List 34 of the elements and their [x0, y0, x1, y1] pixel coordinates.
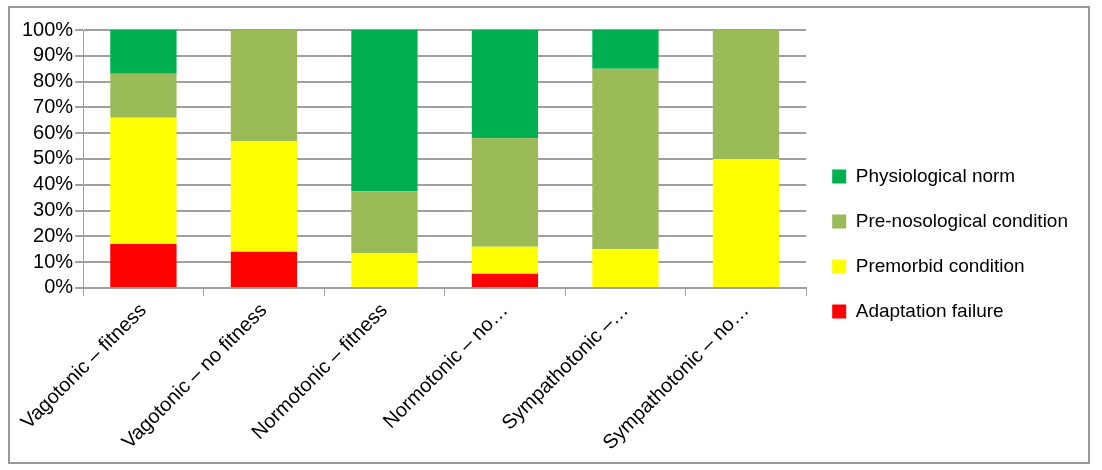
- y-tick-label: 90%: [33, 43, 74, 66]
- y-tick-label: 60%: [33, 120, 74, 143]
- legend-label: Adaptation failure: [855, 299, 1004, 321]
- y-tick-label: 10%: [33, 249, 74, 272]
- bar: [110, 30, 177, 74]
- y-tick-label: 40%: [33, 172, 74, 195]
- bar: [230, 30, 298, 141]
- y-tick-label: 20%: [33, 223, 74, 246]
- bar: [471, 246, 539, 274]
- bar: [471, 138, 539, 247]
- bar: [592, 68, 659, 250]
- legend-label: Pre-nosological condition: [855, 209, 1068, 231]
- bar: [230, 251, 298, 287]
- bar: [110, 244, 177, 287]
- bar: [592, 30, 659, 69]
- bar: [351, 253, 418, 287]
- bar: [712, 158, 780, 287]
- legend-label: Premorbid condition: [855, 254, 1025, 276]
- bar: [471, 30, 539, 139]
- y-tick-label: 30%: [33, 198, 74, 221]
- bar: [230, 140, 298, 252]
- y-tick-label: 50%: [33, 146, 74, 169]
- y-tick-label: 70%: [33, 94, 74, 117]
- bar: [110, 117, 177, 245]
- bar: [351, 191, 418, 254]
- y-tick-label: 80%: [33, 69, 74, 92]
- legend-label: Physiological norm: [855, 164, 1016, 186]
- bar: [592, 249, 659, 287]
- bar: [712, 30, 780, 159]
- y-tick-label: 0%: [44, 275, 74, 298]
- y-tick-label: 100%: [22, 17, 74, 40]
- bar: [471, 273, 539, 287]
- bar: [351, 30, 418, 192]
- bar: [110, 73, 177, 118]
